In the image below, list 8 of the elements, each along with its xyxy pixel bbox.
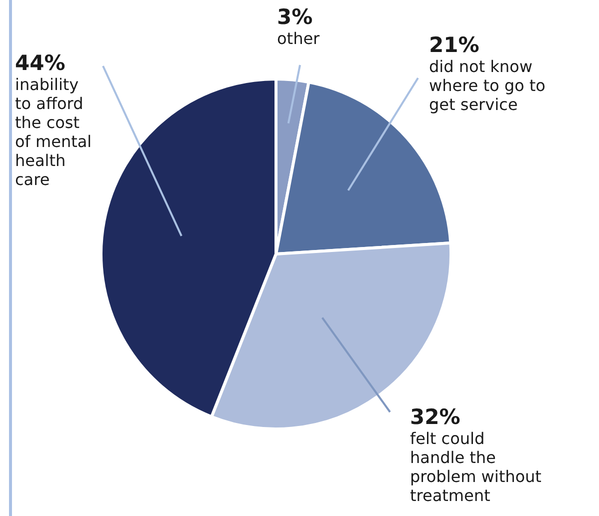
data-label: 32% [410,405,460,429]
data-label: 44% [15,51,66,75]
data-label: 3% [277,5,313,29]
slice-label: did not know where to go to get service [429,57,546,114]
slice-label: inability to afford the cost of mental health care [15,75,92,189]
data-label: 21% [429,33,480,57]
slice-label: other [277,29,320,48]
slice-label: felt could handle the problem without treatment [410,429,542,505]
